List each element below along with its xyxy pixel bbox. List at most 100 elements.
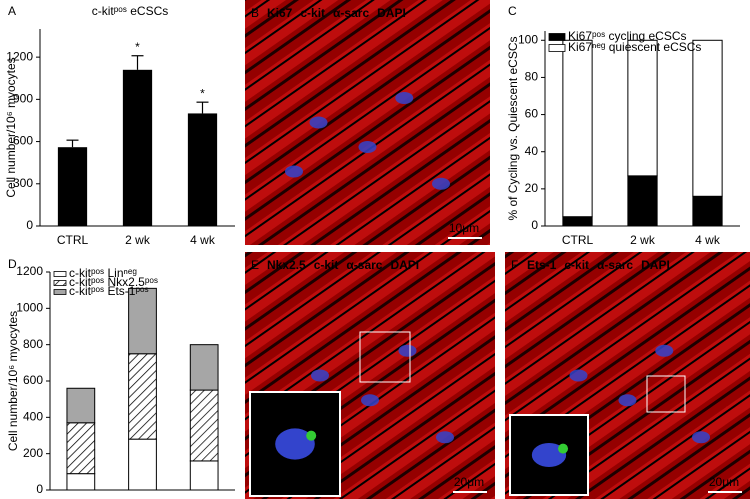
y-tick-label: 900 (13, 92, 33, 106)
inset-ckit (558, 443, 569, 454)
nucleus (361, 394, 379, 407)
y-tick-label: 0 (531, 218, 538, 232)
stain-label: α-sarc (597, 258, 633, 272)
panel-label: A (8, 4, 16, 18)
bar-segment (189, 389, 219, 462)
bar-segment (562, 39, 593, 218)
y-tick-label: 1200 (6, 49, 33, 63)
stain-label: DAPI (390, 258, 419, 272)
bar (187, 113, 218, 226)
nucleus (309, 116, 328, 129)
bar-segment (189, 344, 219, 391)
micrograph (245, 0, 490, 245)
y-tick-label: 1200 (16, 264, 43, 278)
x-tick-label: CTRL (65, 497, 97, 499)
bar-segment (66, 422, 96, 475)
panel-label: B (251, 6, 259, 20)
bar (122, 69, 153, 226)
x-tick-label: 4 wk (695, 233, 721, 247)
y-tick-label: 600 (23, 373, 43, 387)
zoom-box (359, 331, 411, 383)
x-tick-label: 2 wk (125, 233, 151, 247)
legend-label: c-kitᵖᵒˢ Nkx2.5ᵖᵒˢ (69, 275, 158, 289)
significance-mark: * (135, 40, 140, 54)
x-tick-label: CTRL (57, 233, 89, 247)
y-tick-label: 600 (13, 134, 33, 148)
bar-segment (128, 353, 157, 440)
y-tick-label: 800 (23, 337, 43, 351)
stain-label: DAPI (641, 258, 670, 272)
y-tick-label: 20 (525, 181, 539, 195)
legend-label: Ki67ⁿᵉᵍ quiescent eCSCs (568, 40, 701, 54)
nucleus (311, 369, 329, 382)
y-tick-label: 80 (525, 70, 539, 84)
x-tick-label: CTRL (562, 233, 594, 247)
bar-segment (66, 473, 96, 491)
bar-segment (692, 39, 723, 197)
chart-title: c-kitᵖᵒˢ eCSCs (92, 4, 168, 18)
significance-mark: * (200, 86, 205, 100)
micrograph-shade (245, 0, 490, 245)
scale-bar-label: 10μm (449, 221, 479, 235)
y-axis-label: Cell number/10⁶ myocytes (6, 311, 20, 451)
inset-cell (531, 443, 567, 467)
x-tick-label: 2 wk (630, 233, 656, 247)
nucleus (436, 431, 454, 444)
y-axis-label: Cell number/10⁶ myocytes (4, 57, 18, 197)
panel-label: C (508, 4, 517, 18)
stain-label: Ki67 (267, 6, 293, 20)
zoom-box (646, 375, 686, 413)
bar (57, 147, 88, 226)
bar-segment (562, 216, 593, 227)
stain-label: α-sarc (346, 258, 382, 272)
nucleus (692, 431, 710, 444)
y-tick-label: 100 (518, 32, 538, 46)
y-tick-label: 0 (36, 482, 43, 496)
error-bar (66, 139, 79, 148)
panel-label: D (8, 257, 17, 271)
legend-swatch (53, 289, 67, 295)
stain-label: Nkx2.5 (267, 258, 306, 272)
error-bar (196, 101, 209, 114)
legend-swatch (548, 44, 566, 52)
y-tick-label: 400 (23, 410, 43, 424)
y-tick-label: 200 (23, 446, 43, 460)
nucleus (432, 177, 450, 190)
y-tick-label: 60 (525, 107, 539, 121)
nucleus (395, 92, 414, 104)
legend-label: c-kitᵖᵒˢ Ets-1ᵖᵒˢ (69, 284, 149, 298)
legend-label: c-kitᵖᵒˢ Linⁿᵉᵍ (69, 266, 137, 280)
stain-label: c-kit (314, 258, 339, 272)
legend-swatch (53, 271, 67, 277)
stain-label: c-kit (300, 6, 325, 20)
nucleus (358, 141, 377, 153)
scale-bar-label: 20μm (709, 475, 739, 489)
stain-label: α-sarc (333, 6, 369, 20)
micrograph-bg (245, 0, 490, 245)
nucleus (285, 165, 303, 178)
bar-segment (189, 460, 219, 491)
stain-label: Ets-1 (527, 258, 557, 272)
micrograph (505, 252, 750, 499)
scale-bar-label: 20μm (454, 475, 484, 489)
nucleus (398, 344, 417, 357)
x-tick-label: 2 wk (130, 497, 156, 499)
micrograph (245, 252, 495, 499)
nucleus (569, 369, 588, 382)
x-tick-label: 4 wk (190, 233, 216, 247)
bar-segment (692, 195, 723, 227)
nucleus (655, 344, 674, 357)
legend-swatch (548, 33, 566, 41)
bar-segment (66, 387, 96, 424)
nucleus (618, 394, 637, 407)
y-tick-label: 40 (525, 144, 539, 158)
bar-segment (128, 287, 157, 355)
legend-label: Ki67ᵖᵒˢ cycling eCSCs (568, 29, 687, 43)
stain-label: DAPI (377, 6, 406, 20)
error-bar (131, 55, 144, 70)
y-tick-label: 1000 (16, 301, 43, 315)
stain-label: c-kit (564, 258, 589, 272)
panel-label: F (511, 258, 518, 272)
inset-ckit (306, 430, 317, 441)
